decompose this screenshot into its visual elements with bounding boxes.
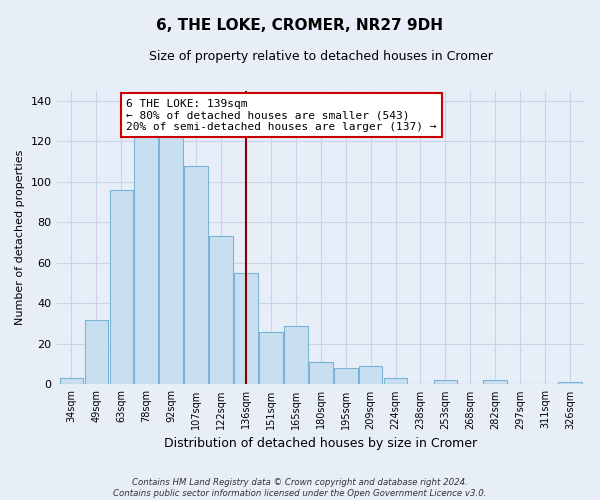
Bar [334, 368, 358, 384]
Bar [384, 378, 407, 384]
Text: Contains HM Land Registry data © Crown copyright and database right 2024.
Contai: Contains HM Land Registry data © Crown c… [113, 478, 487, 498]
Bar [558, 382, 582, 384]
Bar [234, 273, 258, 384]
Bar [85, 320, 108, 384]
X-axis label: Distribution of detached houses by size in Cromer: Distribution of detached houses by size … [164, 437, 478, 450]
Bar [309, 362, 332, 384]
Bar [184, 166, 208, 384]
Bar [359, 366, 382, 384]
Bar [110, 190, 133, 384]
Bar [434, 380, 457, 384]
Title: Size of property relative to detached houses in Cromer: Size of property relative to detached ho… [149, 50, 493, 63]
Bar [284, 326, 308, 384]
Bar [59, 378, 83, 384]
Bar [209, 236, 233, 384]
Text: 6, THE LOKE, CROMER, NR27 9DH: 6, THE LOKE, CROMER, NR27 9DH [157, 18, 443, 32]
Y-axis label: Number of detached properties: Number of detached properties [15, 150, 25, 325]
Text: 6 THE LOKE: 139sqm
← 80% of detached houses are smaller (543)
20% of semi-detach: 6 THE LOKE: 139sqm ← 80% of detached hou… [127, 98, 437, 132]
Bar [484, 380, 507, 384]
Bar [134, 117, 158, 384]
Bar [259, 332, 283, 384]
Bar [160, 117, 183, 384]
